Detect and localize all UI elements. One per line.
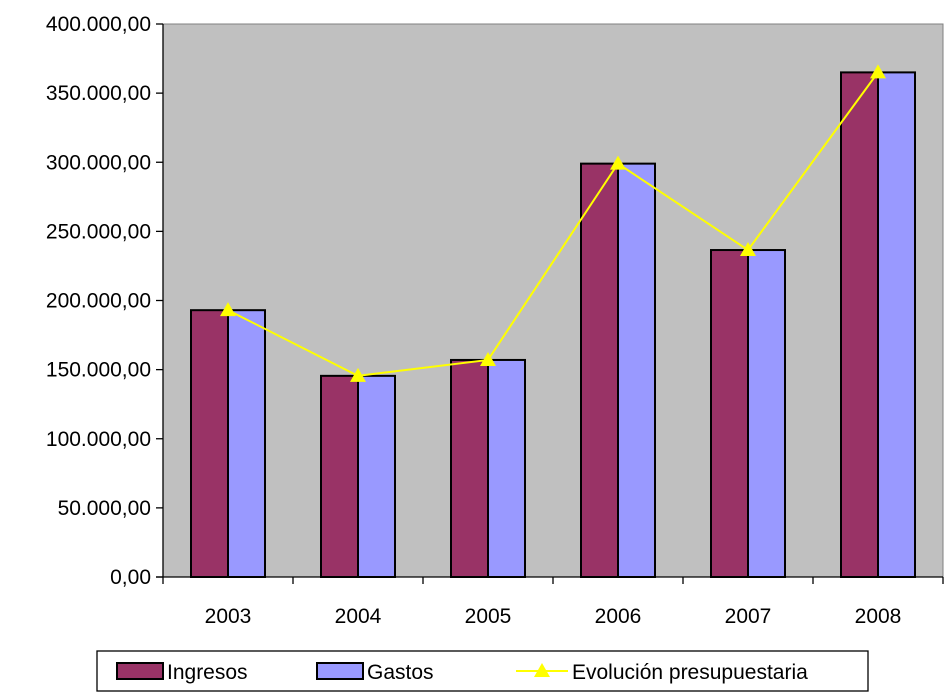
plot-area: 0,00 50.000,00 100.000,00 150.000,00 200.000… (46, 13, 943, 628)
x-tick-label: 2003 (205, 605, 252, 628)
x-tick-label: 2008 (855, 605, 902, 628)
y-tick-label: 0,00 (110, 566, 151, 589)
bar-gastos (618, 164, 655, 577)
bar-gastos (228, 310, 265, 577)
bar-gastos (488, 360, 525, 577)
y-tick-label: 350.000,00 (46, 82, 151, 105)
x-tick-label: 2006 (595, 605, 642, 628)
legend-label: Gastos (367, 661, 434, 684)
x-tick-label: 2004 (335, 605, 382, 628)
bar-gastos (878, 72, 915, 577)
y-tick-label: 300.000,00 (46, 151, 151, 174)
legend-label: Ingresos (167, 661, 248, 684)
y-tick-label: 150.000,00 (46, 359, 151, 382)
bar-gastos (748, 250, 785, 577)
bar-ingresos (841, 72, 878, 577)
y-tick-label: 50.000,00 (58, 497, 151, 520)
legend-swatch (117, 663, 163, 679)
bar-gastos (358, 376, 395, 577)
y-tick-label: 100.000,00 (46, 428, 151, 451)
legend-swatch (317, 663, 363, 679)
y-tick-label: 250.000,00 (46, 220, 151, 243)
x-tick-label: 2005 (465, 605, 512, 628)
bar-ingresos (711, 250, 748, 577)
y-tick-label: 400.000,00 (46, 13, 151, 36)
legend-label: Evolución presupuestaria (572, 661, 808, 684)
bar-ingresos (191, 310, 228, 577)
x-tick-label: 2007 (725, 605, 772, 628)
bar-ingresos (451, 360, 488, 577)
bar-ingresos (321, 376, 358, 577)
bar-ingresos (581, 164, 618, 577)
legend: Ingresos Gastos Evolución presupuestaria (97, 651, 868, 691)
y-tick-label: 200.000,00 (46, 290, 151, 313)
plot-background (163, 24, 943, 577)
